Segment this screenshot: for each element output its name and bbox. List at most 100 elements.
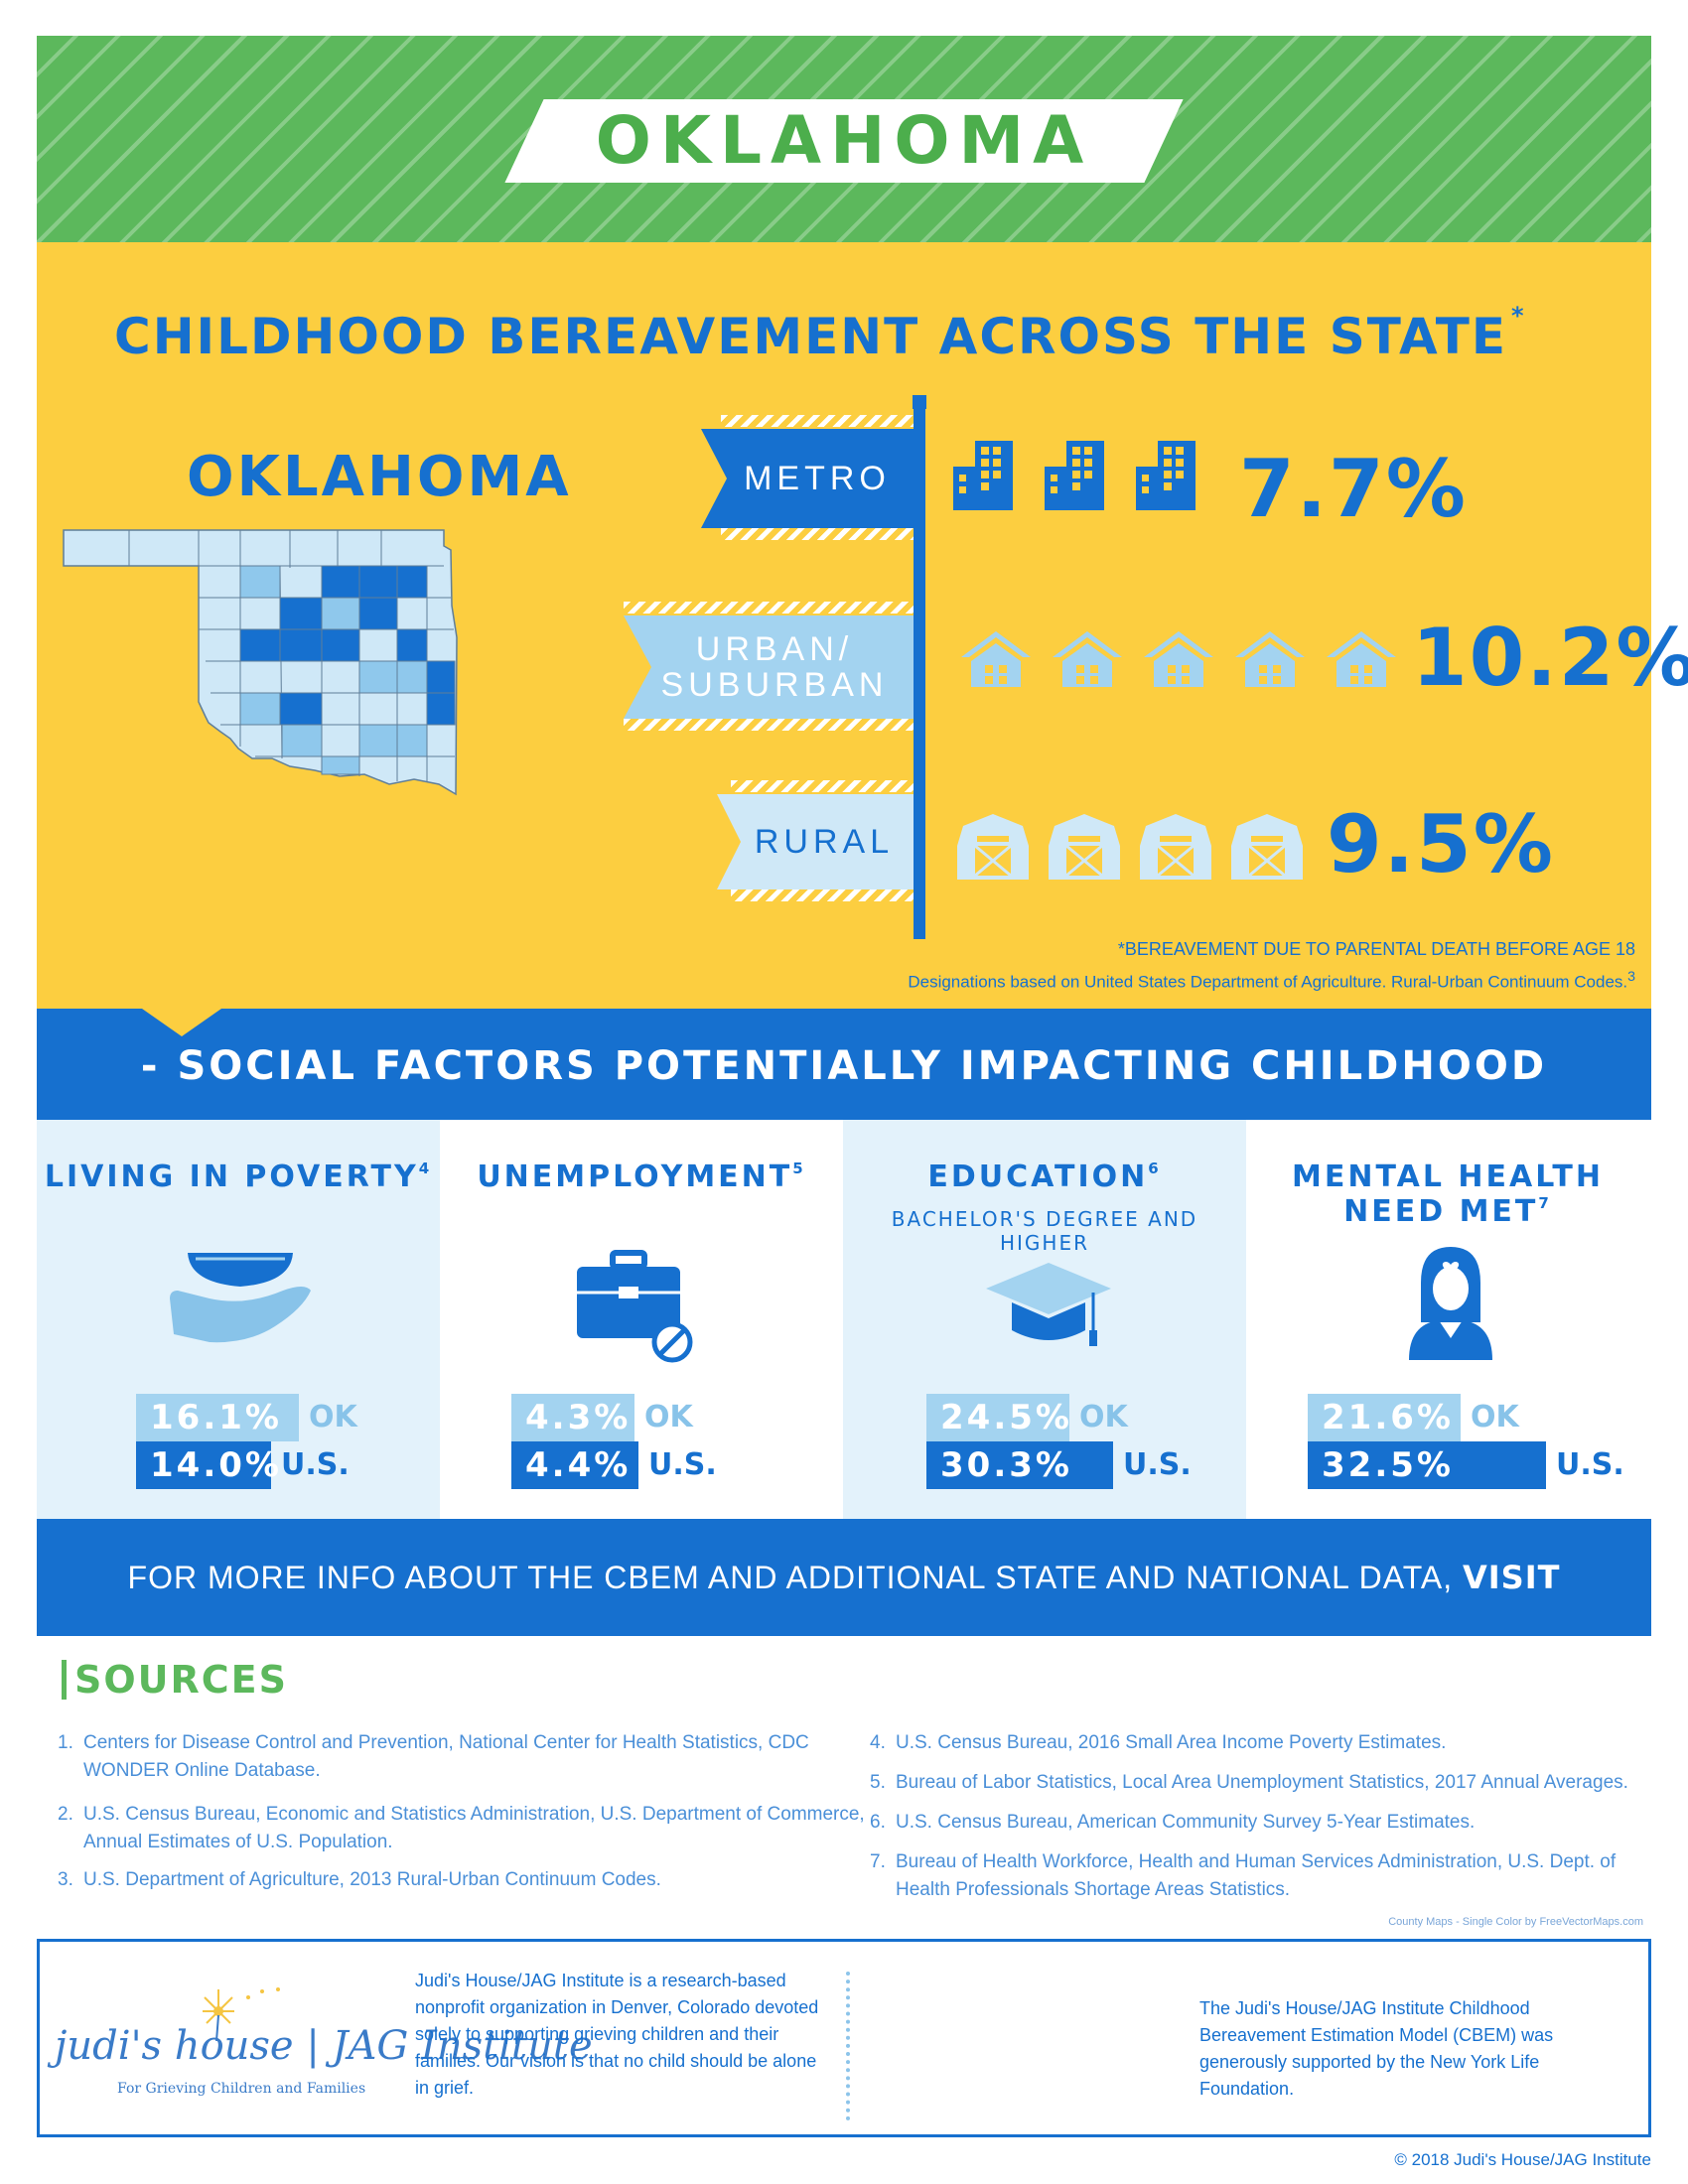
logo-tagline: For Grieving Children and Families [117,2081,366,2097]
hand-bowl-icon [166,1243,315,1357]
metro-sign-stripe-top [721,415,914,427]
bereavement-title: CHILDHOOD BEREAVEMENT ACROSS THE STATE * [114,302,1526,365]
signpost-pole [914,397,925,939]
designation-note: Designations based on United States Depa… [908,969,1635,993]
factor-subtitle: BACHELOR'S DEGREE AND HIGHER [891,1207,1198,1255]
source-item: 6. U.S. Census Bureau, American Community… [870,1809,1650,1837]
metro-sign-label-box: METRO [721,431,914,526]
metro-sign-stripe-bottom [721,528,914,540]
ok-label: OK [644,1400,693,1434]
source-text: Centers for Disease Control and Preventi… [83,1732,809,1781]
oklahoma-county-map [63,529,458,796]
asterisk-mark: * [1511,302,1526,330]
us-label: U.S. [1123,1447,1192,1482]
rural-sign-label-box: RURAL [735,794,914,889]
ok-bar: 16.1% [136,1394,299,1441]
source-item: 3. U.S. Department of Agriculture, 2013 R… [58,1866,868,1894]
bereavement-title-text: CHILDHOOD BEREAVEMENT ACROSS THE STATE [114,308,1508,365]
source-text: U.S. Census Bureau, American Community S… [896,1812,1476,1833]
source-item: 5. Bureau of Labor Statistics, Local Area… [870,1769,1650,1797]
ok-bar: 4.3% [511,1394,634,1441]
ok-label: OK [1079,1400,1128,1434]
urban-label-line2: SUBURBAN [660,666,889,704]
metro-value: 7.7% [1239,443,1468,535]
designation-text: Designations based on United States Depa… [908,972,1628,992]
source-text: Bureau of Health Workforce, Health and H… [896,1851,1617,1900]
copyright: © 2018 Judi's House/JAG Institute [1394,2150,1651,2169]
metro-sign [701,429,914,528]
building-icon [1043,439,1106,515]
social-factors-bar [37,1009,1651,1120]
rural-sign-stripe-top [731,780,914,792]
light-counties [239,565,428,775]
source-text: U.S. Census Bureau, 2016 Small Area Inco… [896,1732,1447,1753]
map-title: OKLAHOMA [187,445,572,509]
cbem-link[interactable]: VISIT WWW.JUDISHOUSE.ORG/CBEM [562,1559,1561,1713]
factor-title-text: UNEMPLOYMENT [477,1160,793,1194]
info-text: FOR MORE INFO ABOUT THE CBEM AND ADDITIO… [37,1519,1651,1713]
house-icon [959,629,1033,694]
barn-icon [1138,812,1213,887]
source-number: 1. [58,1732,73,1753]
rural-value: 9.5% [1327,798,1555,890]
factor-title-text: MENTAL HEALTH NEED MET [1292,1160,1604,1229]
ok-label: OK [309,1400,357,1434]
map-credit: County Maps - Single Color by FreeVector… [1388,1916,1643,1928]
factor-title-text: EDUCATION [927,1160,1149,1194]
factor-title: MENTAL HEALTH NEED MET7 [1246,1160,1649,1229]
rural-label: RURAL [754,823,895,861]
barn-icon [955,812,1031,887]
building-icon [1134,439,1197,515]
source-item: 7. Bureau of Health Workforce, Health and… [870,1848,1650,1904]
support-text: The Judi's House/JAG Institute Childhood… [1199,1998,1554,2099]
us-label: U.S. [1556,1447,1624,1482]
house-icon [1233,629,1307,694]
source-item: 1. Centers for Disease Control and Preven… [58,1729,868,1785]
barn-icon [1229,812,1305,887]
factor-panel: MENTAL HEALTH NEED MET7 21.6% OK 32.5% U.S. [1246,1120,1649,1519]
factor-title-text: LIVING IN POVERTY [44,1160,419,1194]
source-number: 6. [870,1812,886,1833]
factor-panel: UNEMPLOYMENT5 4.3% OK 4.4% U.S. [440,1120,843,1519]
factor-sup: 4 [418,1160,433,1177]
source-number: 5. [870,1772,886,1793]
metro-label: METRO [744,460,891,497]
urban-label: URBAN/ SUBURBAN [645,615,904,719]
factor-sup: 7 [1538,1194,1552,1212]
us-bar: 30.3% [926,1441,1113,1489]
rural-sign [717,794,914,889]
source-number: 4. [870,1732,886,1753]
info-text-main: FOR MORE INFO ABOUT THE CBEM AND ADDITIO… [127,1560,1463,1595]
factor-title: LIVING IN POVERTY4 [37,1160,440,1194]
about-text: Judi's House/JAG Institute is a research… [415,1971,819,2098]
urban-sign [624,615,914,719]
house-icon [1142,629,1215,694]
factor-panel: LIVING IN POVERTY4 16.1% OK 14.0% U.S. [37,1120,440,1519]
signpost-cap [913,395,926,409]
factor-panel: EDUCATION6 BACHELOR'S DEGREE AND HIGHER 24… [843,1120,1246,1519]
sources-title: SOURCES [62,1660,288,1700]
factor-sup: 5 [792,1160,806,1177]
designation-sup: 3 [1627,969,1635,985]
factor-sup: 6 [1148,1160,1162,1177]
page-title: OKLAHOMA [595,102,1093,179]
source-text: U.S. Census Bureau, Economic and Statist… [83,1804,865,1852]
urban-label-line1: URBAN/ [695,630,854,668]
person-heart-icon [1401,1243,1500,1367]
about-box [37,1939,1651,2137]
source-number: 2. [58,1804,73,1825]
urban-sign-label-box: URBAN/ SUBURBAN [645,615,904,719]
logo-name: judi's house | JAG Institute [55,2023,593,2069]
urban-sign-stripe-top [624,602,914,614]
ok-bar: 21.6% [1308,1394,1461,1441]
barn-icon [1047,812,1122,887]
factor-title: EDUCATION6 [843,1160,1246,1194]
house-icon [1051,629,1124,694]
ok-label: OK [1471,1400,1519,1434]
urban-value: 10.2% [1412,612,1688,704]
bereavement-footnote: *BEREAVEMENT DUE TO PARENTAL DEATH BEFOR… [1117,939,1635,959]
house-icon [1325,629,1398,694]
ok-bar: 24.5% [926,1394,1069,1441]
source-item: 2. U.S. Census Bureau, Economic and Stati… [58,1801,868,1856]
rural-sign-stripe-bottom [731,889,914,901]
